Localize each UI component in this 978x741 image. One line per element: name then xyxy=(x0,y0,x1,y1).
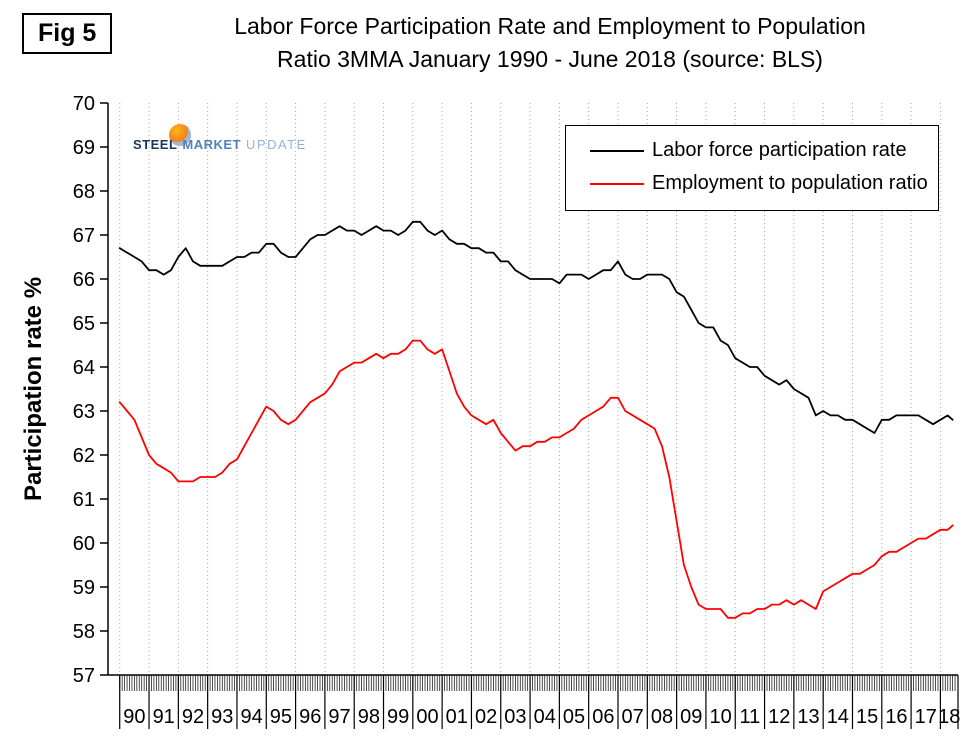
svg-text:09: 09 xyxy=(680,706,702,728)
svg-text:66: 66 xyxy=(73,269,95,291)
smu-logo-word-steel: STEEL xyxy=(133,136,178,152)
svg-text:01: 01 xyxy=(446,706,468,728)
smu-logo: STEEL MARKET UPDATE xyxy=(133,124,307,155)
svg-text:60: 60 xyxy=(73,533,95,555)
svg-text:91: 91 xyxy=(153,706,175,728)
figure-label: Fig 5 xyxy=(22,13,113,54)
svg-text:93: 93 xyxy=(211,706,233,728)
svg-text:03: 03 xyxy=(504,706,526,728)
legend-label-lfpr: Labor force participation rate xyxy=(652,139,907,161)
svg-text:96: 96 xyxy=(299,706,321,728)
svg-text:97: 97 xyxy=(328,706,350,728)
svg-text:57: 57 xyxy=(73,665,95,687)
svg-text:65: 65 xyxy=(73,313,95,335)
svg-text:14: 14 xyxy=(827,706,849,728)
svg-text:12: 12 xyxy=(768,706,790,728)
svg-text:59: 59 xyxy=(73,577,95,599)
legend-item-epop: Employment to population ratio xyxy=(566,167,938,200)
svg-text:02: 02 xyxy=(475,706,497,728)
svg-text:64: 64 xyxy=(73,357,95,379)
svg-text:07: 07 xyxy=(622,706,644,728)
svg-text:62: 62 xyxy=(73,445,95,467)
svg-text:92: 92 xyxy=(182,706,204,728)
chart-title-line2: Ratio 3MMA January 1990 - June 2018 (sou… xyxy=(277,46,823,72)
svg-text:04: 04 xyxy=(534,706,556,728)
legend-line-sample-red xyxy=(590,182,644,185)
svg-text:15: 15 xyxy=(856,706,878,728)
legend: Labor force participation rate Employmen… xyxy=(565,125,939,211)
smu-logo-word-update: UPDATE xyxy=(246,136,307,152)
svg-text:58: 58 xyxy=(73,621,95,643)
svg-text:99: 99 xyxy=(387,706,409,728)
svg-text:63: 63 xyxy=(73,401,95,423)
svg-text:68: 68 xyxy=(73,181,95,203)
svg-text:69: 69 xyxy=(73,137,95,159)
svg-text:67: 67 xyxy=(73,225,95,247)
svg-text:18: 18 xyxy=(938,706,960,728)
svg-text:05: 05 xyxy=(563,706,585,728)
smu-logo-word-market: MARKET xyxy=(182,136,242,152)
chart-title: Labor Force Participation Rate and Emplo… xyxy=(110,10,978,76)
svg-text:61: 61 xyxy=(73,489,95,511)
svg-text:08: 08 xyxy=(651,706,673,728)
chart-title-line1: Labor Force Participation Rate and Emplo… xyxy=(234,13,866,39)
legend-item-lfpr: Labor force participation rate xyxy=(566,134,938,167)
svg-text:13: 13 xyxy=(797,706,819,728)
svg-text:95: 95 xyxy=(270,706,292,728)
svg-text:70: 70 xyxy=(73,93,95,115)
legend-line-sample-black xyxy=(590,149,644,152)
legend-label-epop: Employment to population ratio xyxy=(652,172,928,194)
smu-logo-ball-icon xyxy=(169,124,191,146)
svg-text:10: 10 xyxy=(709,706,731,728)
svg-text:90: 90 xyxy=(123,706,145,728)
svg-text:17: 17 xyxy=(915,706,937,728)
svg-text:16: 16 xyxy=(885,706,907,728)
svg-text:11: 11 xyxy=(740,706,761,728)
svg-text:00: 00 xyxy=(416,706,438,728)
svg-text:94: 94 xyxy=(240,706,262,728)
svg-text:98: 98 xyxy=(358,706,380,728)
svg-text:06: 06 xyxy=(592,706,614,728)
